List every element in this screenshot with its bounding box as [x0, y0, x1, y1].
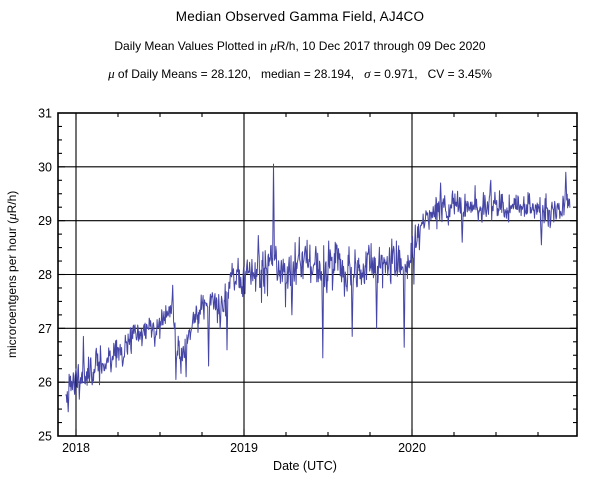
daily-mean-series-line [65, 163, 571, 413]
tick-labels: 25 26 27 28 29 30 31 2018 2019 2020 [38, 107, 426, 456]
chart-subtitle: Daily Mean Values Plotted in μR/h, 10 De… [0, 39, 600, 53]
sigma-symbol: σ [364, 66, 371, 81]
y-tick-label: 29 [38, 214, 52, 228]
y-tick-label: 28 [38, 268, 52, 282]
stats-mean-text: of Daily Means = 28.120, [114, 67, 262, 81]
chart-stats-line: μ of Daily Means = 28.120, median = 28.1… [0, 67, 600, 81]
x-tick-label: 2020 [398, 441, 426, 455]
plot-border [57, 112, 578, 437]
x-tick-label: 2019 [230, 441, 258, 455]
gridlines [58, 113, 577, 436]
subtitle-text-pre: Daily Mean Values Plotted in [114, 39, 271, 53]
mu-symbol: μ [108, 66, 115, 81]
y-tick-label: 25 [38, 430, 52, 444]
stats-median-text: median = 28.194, [261, 67, 365, 81]
chart-title: Median Observed Gamma Field, AJ4CO [175, 9, 425, 24]
y-tick-label: 31 [38, 107, 52, 121]
y-tick-label: 27 [38, 322, 52, 336]
subtitle-text-post: R/h, 10 Dec 2017 through 09 Dec 2020 [276, 39, 486, 53]
y-tick-label: 30 [38, 160, 52, 174]
x-axis-label: Date (UTC) [273, 459, 337, 473]
mu-symbol: μ [270, 38, 277, 53]
x-tick-label: 2018 [62, 441, 90, 455]
stats-sigma-text: = 0.971, [370, 67, 428, 81]
y-tick-label: 26 [38, 376, 52, 390]
stats-cv-text: CV = 3.45% [427, 67, 492, 81]
